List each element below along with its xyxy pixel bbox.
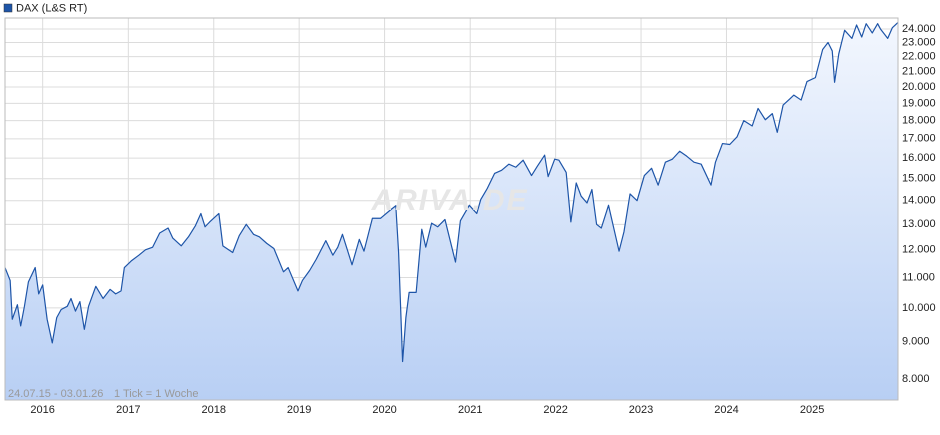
area — [5, 22, 898, 400]
y-tick-label: 16.000 — [902, 152, 936, 164]
y-tick-label: 15.000 — [902, 173, 936, 185]
tick-note: 1 Tick = 1 Woche — [114, 388, 198, 400]
y-tick-label: 13.000 — [902, 218, 936, 230]
x-tick-label: 2025 — [800, 404, 824, 416]
x-tick-label: 2024 — [714, 404, 738, 416]
plot — [4, 21, 899, 400]
y-tick-label: 8.000 — [902, 373, 930, 385]
x-tick-label: 2020 — [372, 404, 396, 416]
y-tick-label: 23.000 — [902, 36, 936, 48]
y-tick-label: 11.000 — [902, 271, 935, 283]
x-tick-label: 2019 — [287, 404, 311, 416]
y-tick-label: 22.000 — [902, 51, 936, 63]
y-tick-label: 21.000 — [902, 65, 936, 77]
x-tick-label: 2017 — [116, 404, 140, 416]
y-tick-label: 19.000 — [902, 97, 936, 109]
x-tick-label: 2016 — [30, 404, 54, 416]
x-tick-label: 2018 — [201, 404, 225, 416]
y-tick-label: 9.000 — [902, 335, 930, 347]
y-tick-label: 17.000 — [902, 133, 936, 145]
watermark: ARIVA.DE — [370, 184, 528, 217]
x-tick-label: 2023 — [629, 404, 653, 416]
y-tick-label: 24.000 — [902, 23, 936, 35]
line — [4, 21, 899, 363]
x-tick-label: 2022 — [543, 404, 567, 416]
y-tick-label: 18.000 — [902, 115, 936, 127]
y-tick-label: 20.000 — [902, 81, 936, 93]
y-tick-label: 14.000 — [902, 195, 936, 207]
y-tick-label: 12.000 — [902, 244, 936, 256]
legend-swatch — [3, 3, 13, 13]
period-note: 24.07.15 - 03.01.26 — [8, 388, 103, 400]
plot-frame — [4, 17, 899, 401]
y-tick-label: 10.000 — [902, 302, 936, 314]
legend-label: DAX (L&S RT) — [16, 2, 87, 14]
x-tick-label: 2021 — [458, 404, 482, 416]
